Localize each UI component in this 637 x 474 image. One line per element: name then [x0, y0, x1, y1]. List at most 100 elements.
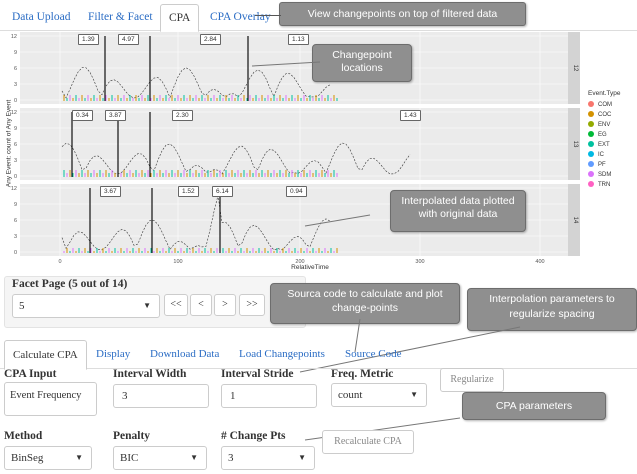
x-tick-label: 100 — [173, 259, 182, 265]
interval-width-label: Interval Width — [113, 368, 187, 380]
changepoint-label: 2.30 — [172, 110, 193, 121]
legend-label: PF — [598, 162, 606, 168]
changepoint-label: 1.52 — [178, 186, 199, 197]
legend-swatch — [588, 121, 594, 128]
legend: Event.Type COM COC ENV EG EXT IC PF SDM TRN — [588, 90, 636, 190]
tab-filter-facet[interactable]: Filter & Facet — [88, 11, 153, 23]
prev-page-button[interactable]: < — [190, 294, 212, 316]
legend-swatch — [588, 111, 594, 118]
change-pts-value: 3 — [228, 452, 234, 464]
legend-swatch — [588, 141, 594, 148]
changepoint-label: 6.14 — [212, 186, 233, 197]
tab-data-upload[interactable]: Data Upload — [12, 11, 71, 23]
interval-width-input[interactable]: 3 — [113, 384, 209, 408]
facet-strip — [568, 108, 580, 180]
facet-strip-label: 12 — [572, 65, 578, 72]
legend-label: EXT — [598, 142, 610, 148]
change-pts-label: # Change Pts — [221, 430, 286, 442]
next-page-button[interactable]: > — [214, 294, 236, 316]
interval-stride-input[interactable]: 1 — [221, 384, 317, 408]
y-tick-label: 0 — [14, 98, 17, 104]
legend-swatch — [588, 151, 594, 158]
changepoint-label: 1.13 — [288, 34, 309, 45]
subtab-download-data[interactable]: Download Data — [150, 348, 220, 360]
legend-swatch — [588, 101, 594, 108]
callout-pointer-line — [255, 15, 281, 16]
legend-label: TRN — [598, 182, 611, 188]
subtab-load-changepoints[interactable]: Load Changepoints — [239, 348, 325, 360]
x-axis-title: RelativeTime — [291, 264, 329, 271]
callout-changepoint-locations: Changepoint locations — [312, 44, 412, 82]
legend-label: IC — [598, 152, 604, 158]
penalty-label: Penalty — [113, 430, 151, 442]
legend-label: EG — [598, 132, 607, 138]
facet-strip-label: 13 — [572, 141, 578, 148]
main-tab-bar — [0, 0, 637, 31]
legend-item: EXT — [588, 140, 636, 150]
chevron-down-icon: ▼ — [298, 453, 306, 462]
callout-view-changepoints: View changepoints on top of filtered dat… — [279, 2, 526, 26]
legend-swatch — [588, 181, 594, 188]
legend-swatch — [588, 171, 594, 178]
penalty-select[interactable]: BIC ▼ — [113, 446, 207, 470]
y-tick-label: 3 — [14, 158, 17, 164]
freq-metric-select[interactable]: count ▼ — [331, 383, 427, 407]
y-tick-label: 0 — [14, 174, 17, 180]
method-label: Method — [4, 430, 43, 442]
penalty-value: BIC — [120, 452, 139, 464]
chevron-down-icon: ▼ — [190, 453, 198, 462]
method-select[interactable]: BinSeg ▼ — [4, 446, 92, 470]
last-page-button[interactable]: >> — [239, 294, 265, 316]
changepoint-label: 1.43 — [400, 110, 421, 121]
first-page-button[interactable]: << — [164, 294, 188, 316]
recalculate-cpa-button[interactable]: Recalculate CPA — [322, 430, 414, 454]
cpa-input-label: CPA Input — [4, 368, 57, 380]
facet-page-value: 5 — [19, 300, 25, 312]
changepoint-label: 1.39 — [78, 34, 99, 45]
changepoint-label: 0.94 — [286, 186, 307, 197]
legend-label: SDM — [598, 172, 612, 178]
y-tick-label: 9 — [14, 202, 17, 208]
cpa-input-value: Event Frequency — [10, 390, 82, 401]
subtab-display[interactable]: Display — [96, 348, 131, 360]
facet-strip — [568, 32, 580, 104]
cpa-input-select[interactable]: Event Frequency — [4, 382, 97, 416]
interval-stride-label: Interval Stride — [221, 368, 294, 380]
y-tick-label: 6 — [14, 66, 17, 72]
y-tick-label: 9 — [14, 50, 17, 56]
legend-item: EG — [588, 130, 636, 140]
changepoint-label: 2.84 — [200, 34, 221, 45]
regularize-button[interactable]: Regularize — [440, 368, 504, 392]
callout-source-code: Sourca code to calculate and plot change… — [270, 283, 460, 324]
y-tick-label: 3 — [14, 82, 17, 88]
legend-item: TRN — [588, 180, 636, 190]
legend-label: ENV — [598, 122, 611, 128]
legend-item: PF — [588, 160, 636, 170]
facet-page-select[interactable]: 5 ▼ — [12, 294, 160, 318]
subtab-divider — [0, 368, 637, 369]
y-tick-label: 6 — [14, 142, 17, 148]
chevron-down-icon: ▼ — [143, 301, 151, 310]
subtab-source-code[interactable]: Source Code — [345, 348, 402, 360]
legend-item: IC — [588, 150, 636, 160]
changepoint-label: 0.34 — [72, 110, 93, 121]
legend-item: ENV — [588, 120, 636, 130]
legend-item: COC — [588, 110, 636, 120]
subtab-calculate-cpa[interactable]: Calculate CPA — [4, 340, 87, 370]
tab-cpa[interactable]: CPA — [160, 4, 200, 32]
freq-metric-value: count — [338, 389, 363, 401]
legend-label: COM — [598, 102, 612, 108]
legend-swatch — [588, 161, 594, 168]
legend-label: COC — [598, 112, 612, 118]
interpolated-line — [61, 67, 331, 99]
y-tick-label: 6 — [14, 218, 17, 224]
change-pts-select[interactable]: 3 ▼ — [221, 446, 315, 470]
y-tick-label: 12 — [11, 110, 17, 116]
chevron-down-icon: ▼ — [75, 453, 83, 462]
x-tick-label: 400 — [535, 259, 544, 265]
facet-page-label: Facet Page (5 out of 14) — [12, 278, 128, 290]
freq-metric-label: Freq. Metric — [331, 368, 394, 380]
facet-strip-label: 14 — [572, 217, 578, 224]
tab-cpa-overlay[interactable]: CPA Overlay — [210, 11, 271, 23]
